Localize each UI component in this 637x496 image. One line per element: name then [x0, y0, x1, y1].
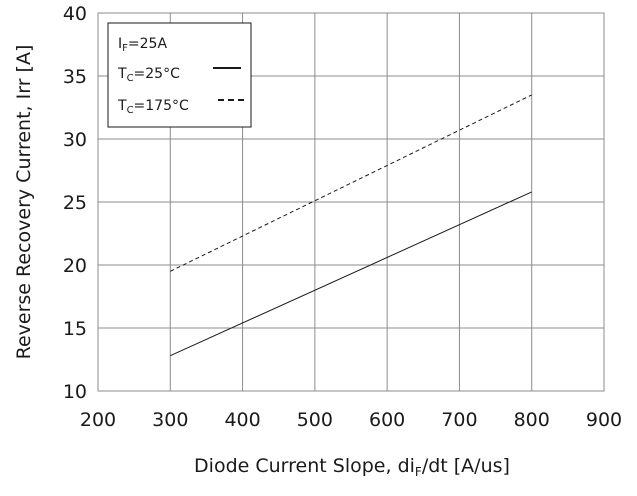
legend-label-series-1-tail: =25°C [134, 66, 181, 82]
grid-lines [97, 12, 605, 392]
legend-label-series-2: TC=175°C [117, 98, 189, 116]
x-axis-title-sub: F [415, 465, 422, 479]
y-tick-label: 30 [63, 129, 87, 151]
y-tick-label: 35 [63, 66, 87, 88]
legend-label-series-1-sub: C [127, 73, 134, 84]
plot-frame [97, 12, 605, 392]
legend-label-series-2-sub: C [127, 105, 134, 116]
y-tick-label: 20 [63, 255, 87, 277]
legend-label-series-2-main: T [117, 98, 127, 114]
x-axis-title: Diode Current Slope, diF/dt [A/us] [194, 455, 510, 479]
y-tick-label: 40 [63, 3, 87, 25]
y-axis-title: Reverse Recovery Current, Irr [A] [13, 45, 35, 360]
x-tick-label: 200 [80, 409, 116, 431]
legend: IF=25A TC=25°C TC=175°C [107, 22, 252, 128]
tick-labels: 200 300 400 500 600 700 800 900 10 15 20 25 30 35 40 [63, 3, 622, 431]
y-tick-label: 15 [63, 318, 87, 340]
x-tick-label: 400 [224, 409, 260, 431]
legend-label-series-1: TC=25°C [117, 66, 180, 84]
legend-header-main: I [118, 36, 122, 52]
legend-header-sub: F [122, 43, 128, 54]
x-tick-label: 300 [152, 409, 188, 431]
legend-label-series-1-main: T [117, 66, 127, 82]
x-axis-title-tail: /dt [A/us] [422, 455, 510, 477]
legend-header: IF=25A [118, 36, 167, 54]
x-tick-label: 800 [514, 409, 550, 431]
x-tick-label: 600 [369, 409, 405, 431]
legend-box [107, 22, 252, 128]
data-series [170, 94, 532, 357]
series-line-1 [170, 191, 532, 357]
y-tick-label: 25 [63, 192, 87, 214]
legend-label-series-2-tail: =175°C [134, 98, 189, 114]
x-tick-label: 500 [297, 409, 333, 431]
y-tick-label: 10 [63, 381, 87, 403]
x-tick-label: 700 [441, 409, 477, 431]
x-axis-title-main: Diode Current Slope, di [194, 455, 415, 477]
x-tick-label: 900 [586, 409, 622, 431]
legend-header-tail: =25A [128, 36, 168, 52]
